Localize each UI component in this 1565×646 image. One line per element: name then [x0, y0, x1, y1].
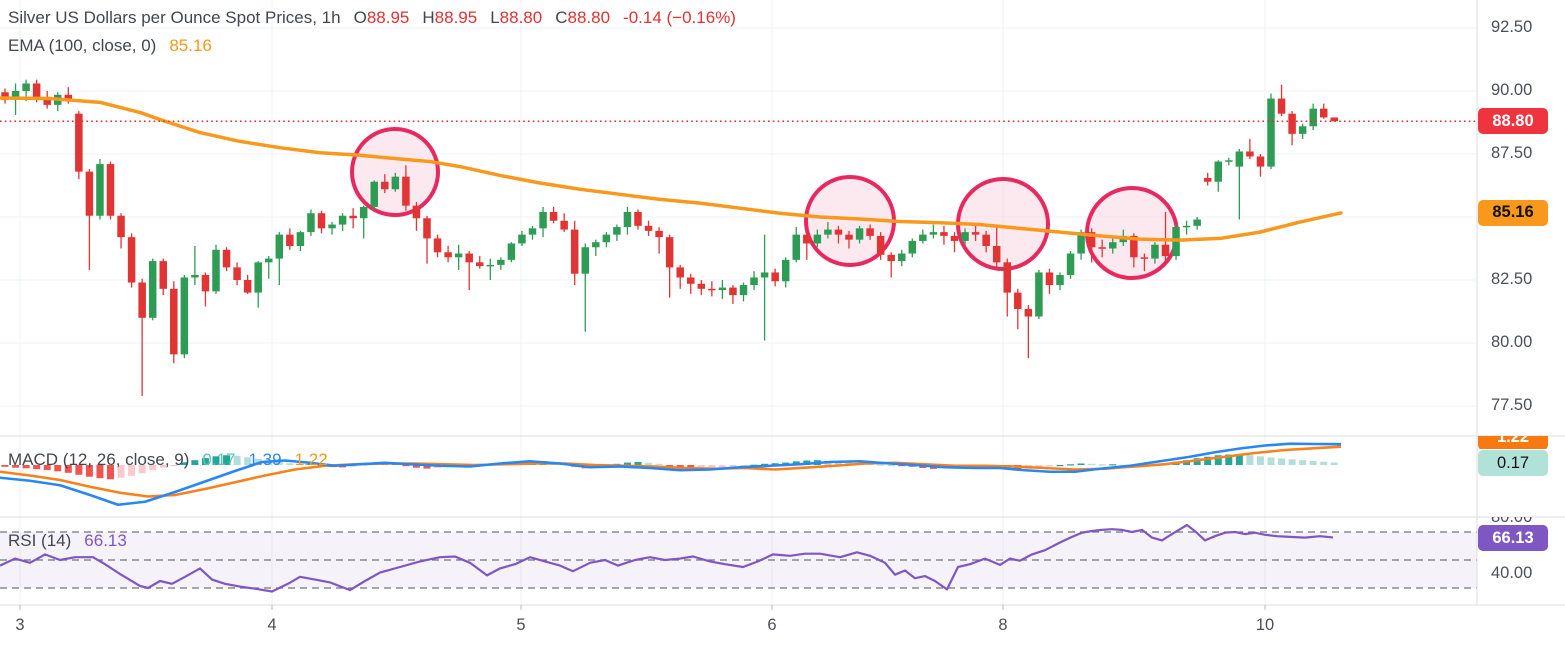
- rsi-value-badge: 66.13: [1478, 525, 1548, 552]
- last-price-badge: 88.80: [1478, 108, 1548, 135]
- macd-legend-label: MACD (12, 26, close, 9): [8, 450, 190, 469]
- ohlc-high: H88.95: [422, 8, 478, 27]
- price-axis-label: 77.50: [1491, 396, 1533, 414]
- symbol-title: Silver US Dollars per Ounce Spot Prices,…: [8, 8, 341, 27]
- rsi-legend-label: RSI (14): [8, 531, 72, 550]
- rsi-legend-value: 66.13: [84, 531, 127, 550]
- time-axis-label: 10: [1255, 616, 1275, 634]
- ohlc-close: C88.80: [555, 8, 611, 27]
- price-axis-label: 87.50: [1491, 144, 1533, 162]
- macd-signal-value: 1.22: [294, 450, 328, 469]
- ema-price-badge: 85.16: [1478, 199, 1548, 226]
- time-axis-label: 5: [516, 616, 526, 634]
- rsi-lower-level-label: 40.00: [1491, 564, 1533, 582]
- time-axis-label: 6: [767, 616, 777, 634]
- ema-legend-label: EMA (100, close, 0): [8, 36, 157, 55]
- ohlc-open: O88.95: [353, 8, 410, 27]
- time-axis-label: 8: [998, 616, 1008, 634]
- macd-hist-badge: 0.17: [1478, 450, 1548, 477]
- rsi-legend-row[interactable]: RSI (14) 66.13: [8, 531, 127, 551]
- macd-legend-row[interactable]: MACD (12, 26, close, 9) 0.17 1.39 1.22: [8, 450, 328, 470]
- symbol-legend-row[interactable]: Silver US Dollars per Ounce Spot Prices,…: [8, 8, 736, 28]
- time-axis-label: 4: [267, 616, 277, 634]
- price-axis-label: 80.00: [1491, 333, 1533, 351]
- macd-signal-badge: 1.22: [1478, 436, 1548, 449]
- ohlc-low: L88.80: [490, 8, 543, 27]
- price-axis-label: 82.50: [1491, 270, 1533, 288]
- price-axis-label: 92.50: [1491, 18, 1533, 36]
- time-axis-label: 3: [15, 616, 25, 634]
- ema-legend-row[interactable]: EMA (100, close, 0) 85.16: [8, 36, 212, 56]
- macd-hist-value: 0.17: [202, 450, 236, 469]
- rsi-upper-level-label: 80.00: [1491, 517, 1533, 526]
- macd-line-value: 1.39: [248, 450, 282, 469]
- price-change: -0.14 (−0.16%): [623, 8, 736, 27]
- ema-legend-value: 85.16: [169, 36, 212, 55]
- price-axis-label: 90.00: [1491, 81, 1533, 99]
